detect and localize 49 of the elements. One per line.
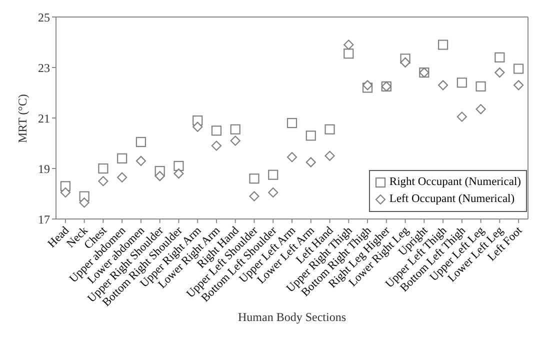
point xyxy=(494,52,505,62)
point xyxy=(136,136,146,148)
point xyxy=(306,157,316,168)
point xyxy=(249,174,260,184)
point xyxy=(174,168,184,179)
point xyxy=(79,198,90,208)
y-tick-label: 25 xyxy=(38,10,50,24)
point xyxy=(230,136,240,146)
point xyxy=(98,163,108,174)
point xyxy=(476,81,486,92)
point xyxy=(98,176,108,186)
point xyxy=(286,118,298,128)
point xyxy=(211,126,222,136)
point xyxy=(117,153,128,164)
point xyxy=(344,40,354,50)
point xyxy=(174,160,184,172)
legend-label: Right Occupant (Numerical) xyxy=(389,175,521,190)
legend-label: Left Occupant (Numerical) xyxy=(389,192,515,207)
y-tick-label: 21 xyxy=(38,111,50,126)
point xyxy=(514,80,524,90)
point xyxy=(438,40,448,50)
point xyxy=(324,124,335,134)
point xyxy=(192,122,203,132)
point xyxy=(514,64,524,74)
point xyxy=(268,170,278,180)
point xyxy=(117,172,128,182)
x-axis-title: Human Body Sections xyxy=(238,310,346,324)
point xyxy=(476,104,486,114)
point xyxy=(211,140,222,151)
point xyxy=(286,152,298,162)
point xyxy=(456,78,467,88)
point xyxy=(400,57,410,68)
y-tick-label: 19 xyxy=(38,162,50,176)
point xyxy=(362,80,373,90)
y-tick-label: 17 xyxy=(38,212,50,226)
point xyxy=(230,124,240,134)
point xyxy=(136,156,146,166)
point xyxy=(344,48,354,59)
point xyxy=(306,130,316,141)
point xyxy=(456,112,467,122)
point xyxy=(268,187,278,198)
point xyxy=(60,187,70,198)
point xyxy=(438,80,448,90)
y-tick-label: 23 xyxy=(38,60,50,75)
y-axis-title: MRT (°C) xyxy=(15,94,30,143)
point xyxy=(154,171,165,182)
point xyxy=(249,191,260,202)
point xyxy=(324,150,335,161)
point xyxy=(494,68,505,78)
